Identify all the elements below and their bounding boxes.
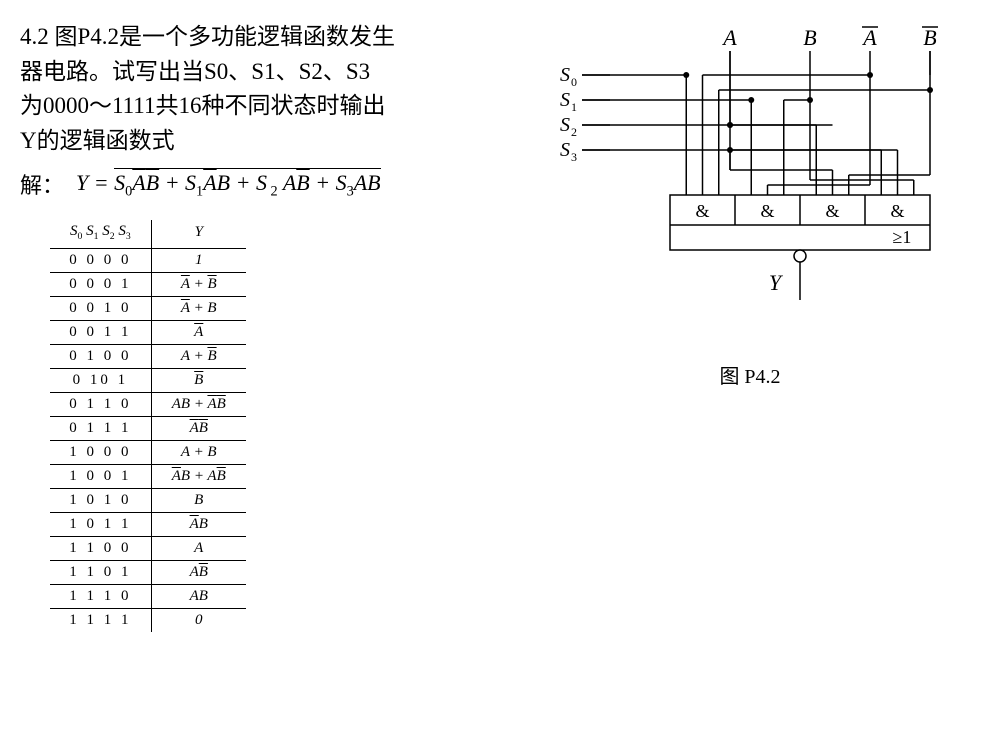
table-row: 0 10 1B	[50, 369, 246, 393]
table-row: 0 1 1 1AB	[50, 417, 246, 441]
table-cell-y: A + B	[151, 345, 246, 369]
table-cell-y: 0	[151, 609, 246, 633]
svg-text:&: &	[760, 201, 774, 221]
svg-text:S: S	[560, 64, 570, 86]
table-cell-s: 0 1 0 0	[50, 345, 151, 369]
svg-text:0: 0	[571, 75, 577, 89]
svg-text:1: 1	[571, 100, 577, 114]
table-cell-s: 1 0 1 0	[50, 489, 151, 513]
problem-number: 4.2	[20, 24, 49, 49]
circuit-diagram: &&&&≥1YABABS0S1S2S3	[530, 25, 950, 345]
table-row: 0 0 1 0A + B	[50, 297, 246, 321]
table-cell-y: AB	[151, 417, 246, 441]
table-cell-s: 0 1 1 1	[50, 417, 151, 441]
table-cell-y: A + B	[151, 441, 246, 465]
svg-text:A: A	[721, 25, 737, 50]
table-row: 0 0 0 1A + B	[50, 273, 246, 297]
svg-text:&: &	[890, 201, 904, 221]
table-header-y: Y	[151, 220, 246, 249]
table-cell-y: B	[151, 489, 246, 513]
svg-text:&: &	[695, 201, 709, 221]
table-cell-s: 1 0 0 0	[50, 441, 151, 465]
table-cell-s: 0 0 0 0	[50, 249, 151, 273]
table-cell-y: A	[151, 321, 246, 345]
table-cell-s: 1 0 0 1	[50, 465, 151, 489]
table-row: 1 0 0 1AB + AB	[50, 465, 246, 489]
solution-label: 解：	[20, 168, 64, 200]
svg-text:S: S	[560, 89, 570, 111]
problem-line4: Y的逻辑函数式	[20, 128, 175, 153]
table-cell-y: 1	[151, 249, 246, 273]
svg-text:S: S	[560, 139, 570, 161]
figure-caption: 图 P4.2	[530, 360, 970, 389]
problem-line3: 为0000～1111共16种不同状态时输出	[20, 93, 385, 118]
table-cell-s: 0 0 1 1	[50, 321, 151, 345]
problem-line1: 图P4.2是一个多功能逻辑函数发生	[55, 24, 396, 49]
table-row: 1 0 1 1AB	[50, 513, 246, 537]
table-row: 0 1 1 0AB + AB	[50, 393, 246, 417]
truth-table: S0 S1 S2 S3 Y 0 0 0 010 0 0 1A + B0 0 1 …	[50, 220, 246, 632]
problem-line2: 器电路。试写出当S0、S1、S2、S3	[20, 59, 370, 84]
table-cell-s: 0 10 1	[50, 369, 151, 393]
table-cell-y: AB + AB	[151, 393, 246, 417]
svg-text:B: B	[803, 25, 816, 50]
table-cell-s: 0 0 1 0	[50, 297, 151, 321]
table-row: 1 0 1 0B	[50, 489, 246, 513]
table-row: 0 0 1 1A	[50, 321, 246, 345]
table-row: 1 1 1 10	[50, 609, 246, 633]
svg-text:A: A	[861, 25, 877, 50]
table-cell-y: AB + AB	[151, 465, 246, 489]
table-row: 1 0 0 0A + B	[50, 441, 246, 465]
table-row: 1 1 1 0AB	[50, 585, 246, 609]
table-cell-y: AB	[151, 513, 246, 537]
table-header-s: S0 S1 S2 S3	[50, 220, 151, 249]
svg-text:2: 2	[571, 125, 577, 139]
solution-formula: Y = S0AB + S1AB + S 2 AB + S3AB	[76, 168, 381, 200]
svg-text:3: 3	[571, 150, 577, 164]
table-cell-y: B	[151, 369, 246, 393]
table-row: 0 1 0 0A + B	[50, 345, 246, 369]
table-cell-y: AB	[151, 585, 246, 609]
svg-text:≥1: ≥1	[893, 227, 912, 247]
table-row: 0 0 0 01	[50, 249, 246, 273]
svg-text:&: &	[825, 201, 839, 221]
table-cell-y: AB	[151, 561, 246, 585]
table-cell-s: 1 1 0 0	[50, 537, 151, 561]
table-cell-y: A	[151, 537, 246, 561]
svg-text:S: S	[560, 114, 570, 136]
table-cell-y: A + B	[151, 297, 246, 321]
table-cell-s: 0 0 0 1	[50, 273, 151, 297]
table-cell-s: 1 0 1 1	[50, 513, 151, 537]
solution-row: 解： Y = S0AB + S1AB + S 2 AB + S3AB	[20, 168, 500, 200]
table-row: 1 1 0 1AB	[50, 561, 246, 585]
table-cell-s: 0 1 1 0	[50, 393, 151, 417]
table-cell-s: 1 1 0 1	[50, 561, 151, 585]
table-row: 1 1 0 0A	[50, 537, 246, 561]
table-cell-y: A + B	[151, 273, 246, 297]
svg-text:B: B	[923, 25, 936, 50]
problem-statement: 4.2 图P4.2是一个多功能逻辑函数发生 器电路。试写出当S0、S1、S2、S…	[20, 20, 500, 158]
table-cell-s: 1 1 1 0	[50, 585, 151, 609]
svg-text:Y: Y	[769, 270, 784, 295]
table-cell-s: 1 1 1 1	[50, 609, 151, 633]
